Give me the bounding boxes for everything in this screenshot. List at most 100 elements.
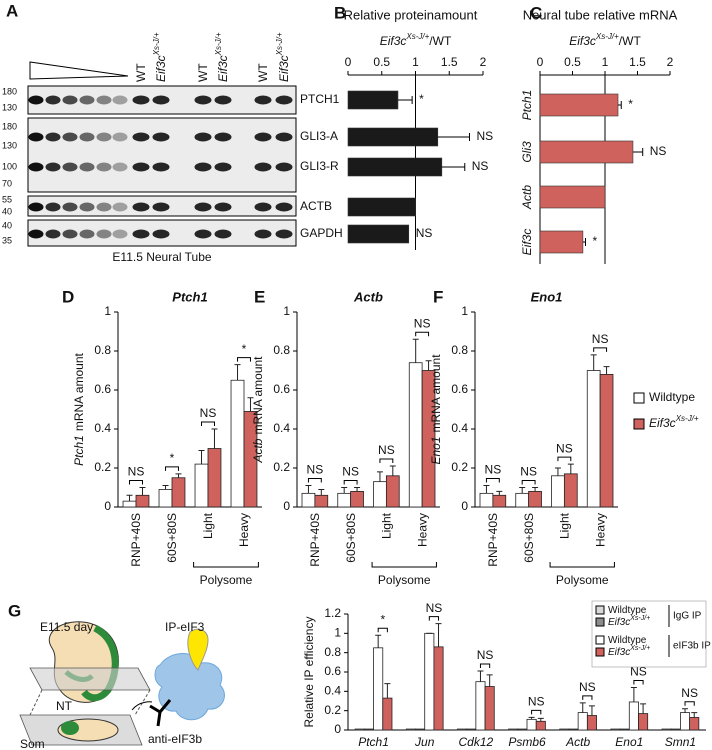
- x-tick-label: Eno1: [615, 735, 643, 749]
- x-tick-label: 1.5: [629, 55, 646, 69]
- blot-band: [132, 132, 150, 142]
- bar: [347, 127, 439, 147]
- chart-subtitle-part: /WT: [429, 34, 452, 48]
- y-axis-label-part: mRNA amount: [251, 356, 265, 435]
- y-tick-label: 0.6: [273, 382, 290, 396]
- blot-band: [275, 162, 293, 172]
- blot-band: [62, 132, 78, 142]
- blot-band: [28, 95, 44, 105]
- annotation: NS: [307, 463, 324, 477]
- blot-band: [194, 132, 212, 142]
- blot-band: [275, 229, 293, 239]
- y-tick-label: 0.2: [94, 460, 111, 474]
- y-tick-label: 0: [283, 499, 290, 513]
- error-bar: [162, 485, 169, 490]
- blot-band: [254, 95, 272, 105]
- panel-letter: C: [530, 3, 542, 22]
- marker-label: 130: [2, 140, 17, 150]
- error-bar: [234, 364, 241, 381]
- error-bar: [590, 354, 597, 371]
- bracket-label: Polysome: [200, 573, 253, 587]
- bar: [628, 701, 639, 731]
- bar: [230, 379, 245, 508]
- significance-bracket: [343, 480, 358, 485]
- blot-band: [275, 132, 293, 142]
- annotation: NS: [472, 159, 489, 173]
- bar: [559, 728, 570, 731]
- x-tick-label: Heavy: [593, 513, 607, 547]
- blot-band: [132, 162, 150, 172]
- annotation: NS: [416, 226, 433, 240]
- category-label: Gli3: [520, 141, 534, 163]
- blot-band: [28, 132, 44, 142]
- blot-band: [45, 162, 61, 172]
- blot-band: [45, 95, 61, 105]
- error-bar: [139, 487, 146, 496]
- bar: [194, 463, 209, 508]
- diagram-label: Som: [20, 737, 45, 750]
- x-tick-label: 1: [602, 55, 609, 69]
- blot-band: [79, 95, 95, 105]
- bar: [301, 492, 316, 508]
- bar: [457, 728, 468, 731]
- annotation: NS: [650, 144, 667, 158]
- y-tick-label: 1.2: [324, 606, 341, 620]
- significance-bracket: [582, 695, 593, 700]
- blot-band: [254, 202, 272, 212]
- category-label: Actb: [520, 185, 534, 210]
- lane-label-part: Eif3c: [277, 55, 291, 82]
- pointer: [131, 701, 153, 711]
- error-bar: [441, 163, 466, 171]
- lane-label: WT: [256, 63, 270, 82]
- blot-band: [79, 132, 95, 142]
- section-nt: [61, 721, 79, 735]
- legend-label-part: Wildtype: [649, 390, 695, 404]
- panel-letter: A: [6, 1, 18, 20]
- lane-label-part: Xs-J/+: [275, 32, 284, 56]
- marker-label: 35: [2, 235, 12, 245]
- bar: [415, 728, 426, 731]
- chart-title: Relative proteinamount: [344, 7, 478, 22]
- legend-swatch: [595, 617, 605, 627]
- lane-label: Eif3cXs-J/+: [275, 32, 291, 82]
- bar: [539, 230, 584, 254]
- bracket-label: Polysome: [378, 573, 431, 587]
- error-bar: [567, 463, 574, 474]
- bar: [586, 370, 601, 508]
- dilution-wedge: [29, 61, 129, 80]
- x-tick-label: RNP+40S: [486, 513, 500, 567]
- blot-band: [214, 202, 232, 212]
- blot-band: [132, 95, 150, 105]
- bar: [350, 490, 364, 508]
- error-bar: [519, 487, 526, 494]
- legend-label-part: Eif3c: [608, 647, 630, 658]
- error-bar: [579, 702, 586, 713]
- bar: [207, 448, 222, 508]
- bar: [135, 494, 150, 508]
- blot-band: [275, 202, 293, 212]
- diagram-label: anti-eIF3b: [148, 732, 202, 746]
- lane-label: Eif3cXs-J/+: [214, 32, 230, 82]
- x-tick-label: 2: [667, 55, 674, 69]
- blot-band: [132, 229, 150, 239]
- annotation: NS: [414, 316, 431, 330]
- legend-swatch: [595, 635, 605, 645]
- x-tick-label: Heavy: [237, 513, 251, 547]
- x-tick-label: RNP+40S: [129, 513, 143, 567]
- annotation: *: [419, 92, 424, 106]
- blot-band: [79, 202, 95, 212]
- bar: [363, 728, 374, 731]
- bar: [528, 490, 542, 508]
- error-bar: [640, 703, 647, 714]
- annotation: NS: [528, 695, 545, 709]
- significance-bracket: [593, 347, 608, 352]
- bar: [171, 477, 186, 508]
- marker-label: 40: [2, 220, 12, 230]
- bar: [337, 492, 352, 508]
- eif3-diagram: [149, 628, 225, 727]
- annotation: NS: [477, 648, 494, 662]
- blot-band: [214, 132, 232, 142]
- x-tick-label: 2: [480, 55, 487, 69]
- blot-band: [79, 162, 95, 172]
- chart-subtitle-part: /WT: [619, 34, 642, 48]
